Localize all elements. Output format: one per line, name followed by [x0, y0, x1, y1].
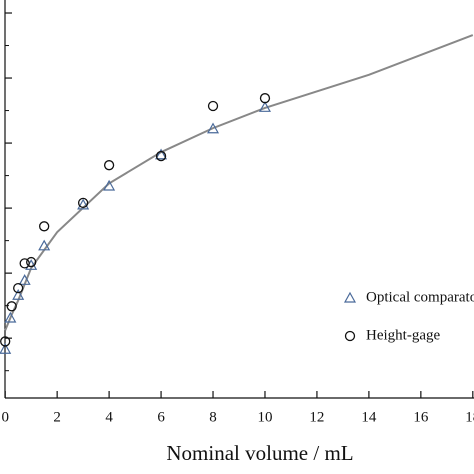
circle-marker — [26, 256, 37, 268]
x-axis-label: Nominal volume / mL — [166, 441, 353, 465]
triangle-marker — [258, 101, 271, 112]
x-tick-label: 4 — [105, 409, 113, 425]
triangle-marker — [77, 198, 90, 210]
x-tick-label: 12 — [309, 409, 324, 425]
circle-marker — [6, 301, 17, 312]
triangle-marker — [343, 291, 357, 303]
triangle-marker — [18, 274, 31, 285]
x-tick-label: 8 — [209, 409, 217, 425]
circle-marker — [77, 197, 89, 209]
circle-marker — [103, 160, 115, 171]
triangle-marker — [4, 311, 17, 323]
x-tick-label: 10 — [257, 409, 272, 425]
triangle-marker — [0, 342, 12, 354]
x-tick-label: 2 — [53, 409, 61, 425]
triangle-marker — [12, 289, 25, 300]
triangle-marker — [155, 148, 168, 160]
triangle-marker — [38, 239, 51, 251]
circle-marker — [259, 93, 271, 104]
x-tick-label: 18 — [465, 409, 474, 425]
triangle-marker — [207, 122, 220, 134]
circle-marker — [0, 336, 11, 347]
legend-label: Height-gage — [366, 327, 440, 343]
circle-marker — [344, 330, 356, 342]
circle-marker — [13, 282, 24, 294]
circle-marker — [207, 100, 219, 112]
x-tick-label: 6 — [157, 409, 165, 425]
circle-marker — [39, 221, 50, 232]
circle-marker — [155, 150, 167, 162]
x-tick-label: 14 — [361, 409, 377, 425]
circle-marker — [19, 258, 30, 269]
x-tick-label: 16 — [413, 409, 429, 425]
triangle-marker — [103, 179, 116, 191]
fit-curve — [4, 34, 474, 331]
x-tick-label: 0 — [1, 409, 9, 425]
legend-label: Optical comparator — [366, 289, 474, 305]
